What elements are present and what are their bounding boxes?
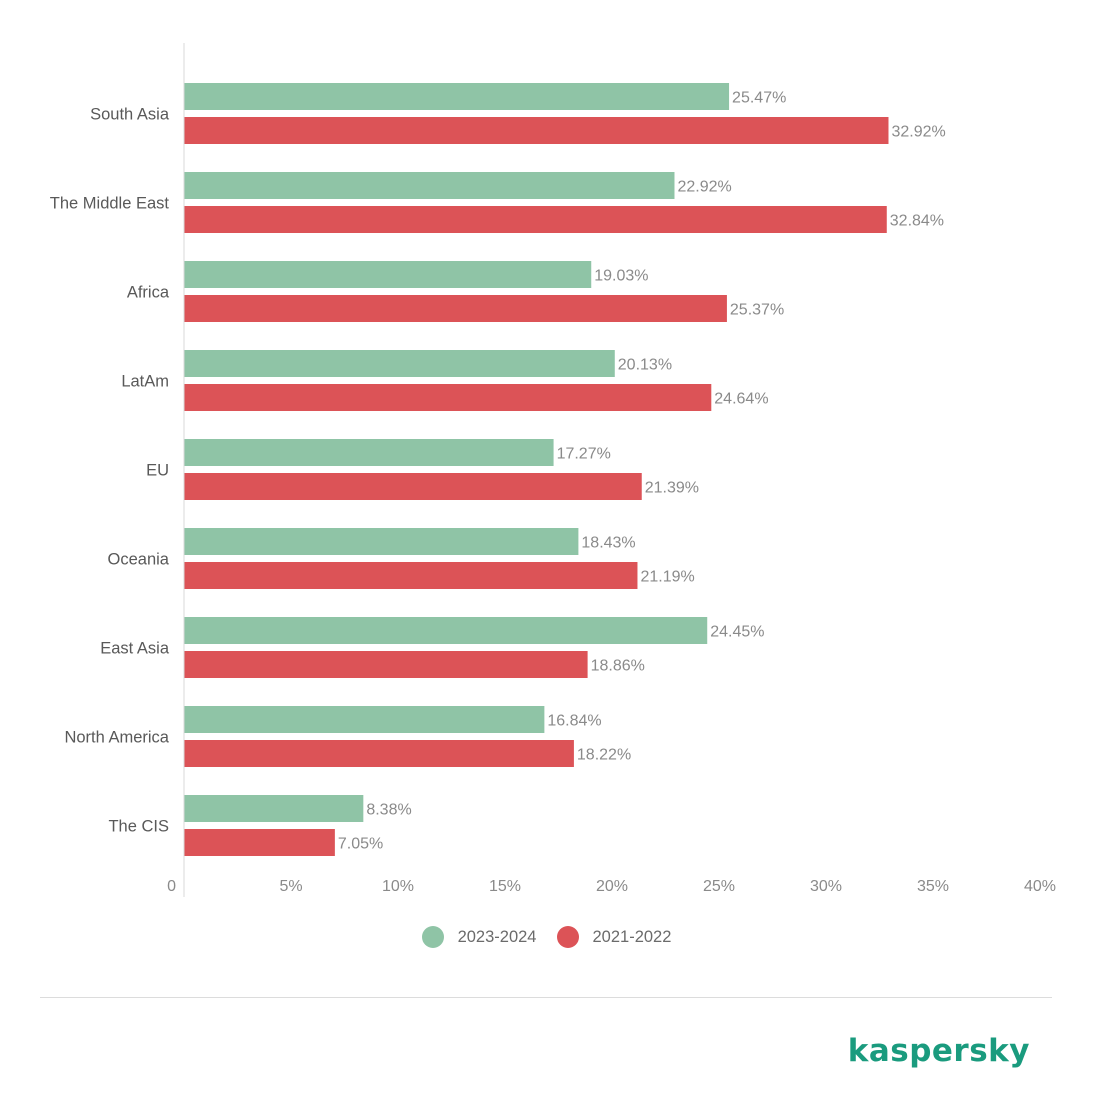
value-label-the-middle-east-2023-2024: 22.92% [677, 179, 731, 196]
category-label-eu: EU [146, 462, 169, 480]
category-label-oceania: Oceania [108, 551, 170, 569]
bars-group [184, 83, 889, 856]
category-label-africa: Africa [127, 284, 170, 302]
value-label-eu-2021-2022: 21.39% [645, 480, 699, 497]
legend-marker-2023-2024 [421, 926, 444, 948]
value-label-the-cis-2021-2022: 7.05% [338, 836, 383, 853]
bar-latam-2021-2022 [184, 384, 712, 411]
bar-the-middle-east-2021-2022 [184, 206, 887, 233]
legend: 2023-2024 2021-2022 [0, 926, 1093, 948]
bar-south-asia-2021-2022 [184, 117, 889, 144]
value-label-the-middle-east-2021-2022: 32.84% [890, 213, 944, 230]
bar-africa-2023-2024 [184, 261, 592, 288]
value-label-africa-2021-2022: 25.37% [730, 302, 784, 319]
legend-label-2023-2024: 2023-2024 [457, 927, 537, 946]
x-axis-ticks-group: 0 5% 10% 15% 20% 25% 30% 35% 40% [167, 878, 1056, 895]
value-label-latam-2021-2022: 24.64% [714, 391, 768, 408]
legend-item-2023-2024: 2023-2024 [421, 926, 537, 948]
x-tick-label-40: 40% [1024, 878, 1056, 895]
value-label-the-cis-2023-2024: 8.38% [366, 802, 411, 819]
value-label-africa-2023-2024: 19.03% [594, 268, 648, 285]
x-tick-label-10: 10% [382, 878, 414, 895]
value-label-latam-2023-2024: 20.13% [618, 357, 672, 374]
category-label-the-cis: The CIS [108, 818, 169, 836]
bar-africa-2021-2022 [184, 295, 727, 322]
category-label-east-asia: East Asia [100, 640, 170, 658]
bar-eu-2021-2022 [184, 473, 642, 500]
bar-the-cis-2023-2024 [184, 795, 364, 822]
bar-north-america-2023-2024 [184, 706, 545, 733]
legend-label-2021-2022: 2021-2022 [592, 927, 672, 946]
x-tick-label-5: 5% [279, 878, 302, 895]
bar-north-america-2021-2022 [184, 740, 574, 767]
kaspersky-logo: kaspersky [847, 1033, 1030, 1069]
bar-the-cis-2021-2022 [184, 829, 335, 856]
legend-item-2021-2022: 2021-2022 [556, 926, 672, 948]
value-label-oceania-2021-2022: 21.19% [640, 569, 694, 586]
value-label-east-asia-2021-2022: 18.86% [591, 658, 645, 675]
bar-the-middle-east-2023-2024 [184, 172, 675, 199]
value-label-north-america-2023-2024: 16.84% [547, 713, 601, 730]
category-labels-group: South Asia The Middle East Africa LatAm EU Oc… [50, 106, 170, 836]
footer-divider [40, 997, 1052, 998]
bar-oceania-2021-2022 [184, 562, 638, 589]
category-label-south-asia: South Asia [90, 106, 170, 124]
category-label-north-america: North America [64, 729, 169, 747]
bar-chart: 25.47% 32.92% 22.92% 32.84% 19.03% 25.37% 20.1… [50, 43, 1056, 897]
bar-eu-2023-2024 [184, 439, 554, 466]
x-tick-label-25: 25% [703, 878, 735, 895]
bar-east-asia-2021-2022 [184, 651, 588, 678]
bar-south-asia-2023-2024 [184, 83, 730, 110]
value-labels-group: 25.47% 32.92% 22.92% 32.84% 19.03% 25.37% 20.1… [338, 90, 946, 853]
value-label-north-america-2021-2022: 18.22% [577, 747, 631, 764]
value-label-oceania-2023-2024: 18.43% [581, 535, 635, 552]
category-label-latam: LatAm [121, 373, 169, 391]
category-label-the-middle-east: The Middle East [50, 195, 170, 213]
legend-marker-2021-2022 [556, 926, 579, 948]
x-tick-label-35: 35% [917, 878, 949, 895]
value-label-south-asia-2023-2024: 25.47% [732, 90, 786, 107]
value-label-eu-2023-2024: 17.27% [557, 446, 611, 463]
x-tick-label-30: 30% [810, 878, 842, 895]
value-label-east-asia-2023-2024: 24.45% [710, 624, 764, 641]
x-tick-label-20: 20% [596, 878, 628, 895]
x-tick-label-15: 15% [489, 878, 521, 895]
x-tick-label-0: 0 [167, 878, 176, 895]
value-label-south-asia-2021-2022: 32.92% [891, 124, 945, 141]
bar-latam-2023-2024 [184, 350, 615, 377]
bar-oceania-2023-2024 [184, 528, 579, 555]
bar-east-asia-2023-2024 [184, 617, 708, 644]
